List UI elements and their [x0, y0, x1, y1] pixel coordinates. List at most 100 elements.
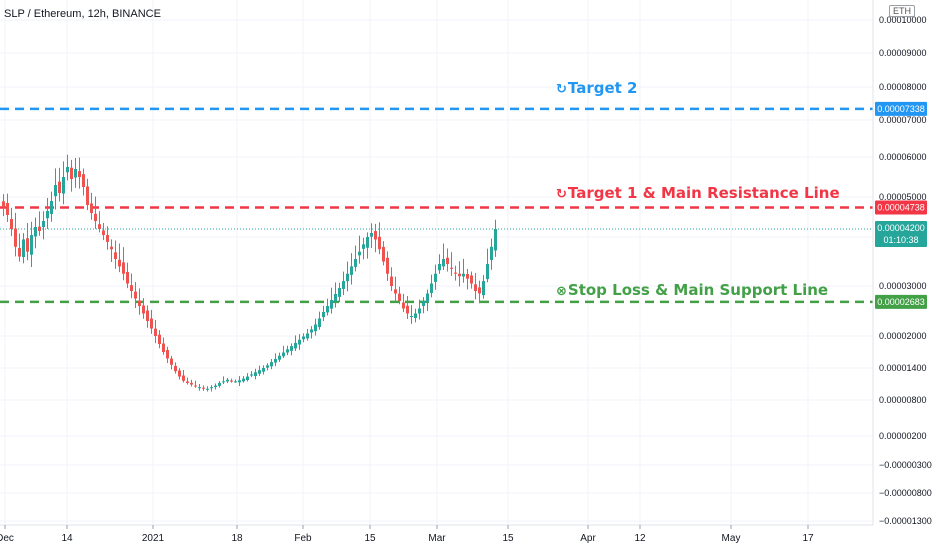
annotation-stop-loss: ⊗Stop Loss & Main Support Line: [556, 281, 828, 299]
candle-body: [194, 385, 197, 387]
candle-body: [482, 281, 485, 296]
candle-body: [286, 349, 289, 353]
candle-body: [134, 291, 137, 299]
candle-body: [318, 318, 321, 328]
candle-body: [486, 263, 489, 280]
candle-body: [94, 213, 97, 221]
x-tick-label: 2021: [142, 533, 165, 544]
candle-body: [6, 202, 9, 215]
level-price-tag: [875, 200, 927, 215]
candle-body: [226, 379, 229, 382]
candle-body: [74, 169, 77, 178]
candle-body: [14, 228, 17, 247]
y-tick-label: 0.00002000: [879, 331, 927, 341]
candle-body: [294, 342, 297, 349]
chart-grid: [0, 0, 873, 525]
candle-body: [366, 237, 369, 248]
candle-body: [186, 381, 189, 383]
candle-body: [418, 308, 421, 314]
candle-body: [170, 358, 173, 365]
candle-body: [242, 378, 245, 382]
candle-body: [282, 352, 285, 357]
candle-body: [10, 219, 13, 229]
candle-body: [46, 211, 49, 219]
candle-body: [62, 177, 65, 194]
candle-body: [342, 281, 345, 289]
x-tick-label: May: [722, 533, 741, 544]
candle-body: [150, 318, 153, 329]
candle-body: [390, 276, 393, 286]
currency-button[interactable]: ETH: [889, 5, 915, 17]
y-tick-label: 0.00007000: [879, 115, 927, 125]
current-price-tag: [875, 221, 927, 247]
candle-body: [190, 382, 193, 385]
chart-title: SLP / Ethereum, 12h, BINANCE: [4, 8, 161, 20]
candle-body: [258, 370, 261, 374]
candle-body: [118, 259, 121, 267]
x-tick-label: 18: [231, 533, 243, 544]
candle-body: [394, 289, 397, 294]
candle-body: [474, 284, 477, 291]
candle-body: [414, 313, 417, 319]
candle-body: [298, 339, 301, 345]
candle-body: [198, 387, 201, 389]
candle-body: [386, 257, 389, 274]
candle-body: [306, 333, 309, 339]
y-tick-label: −0.00000300: [879, 460, 932, 470]
candle-body: [162, 343, 165, 352]
candle-body: [446, 257, 449, 264]
candle-body: [338, 288, 341, 297]
cross-circle-icon: ⊗: [556, 284, 567, 299]
annotation-target-1: ↻Target 1 & Main Resistance Line: [556, 184, 840, 202]
candle-body: [490, 246, 493, 260]
y-tick-label: 0.00001400: [879, 363, 927, 373]
candle-body: [30, 235, 33, 255]
x-tick-label: 15: [364, 533, 376, 544]
candle-body: [142, 305, 145, 314]
candle-body: [182, 375, 185, 381]
candle-body: [354, 259, 357, 267]
candle-body: [362, 244, 365, 249]
candle-body: [358, 251, 361, 256]
y-tick-label: 0.00010000: [879, 15, 927, 25]
candle-body: [302, 336, 305, 340]
candle-body: [442, 259, 445, 267]
candle-body: [434, 273, 437, 282]
candle-body: [174, 365, 177, 372]
countdown-label: 01:10:38: [883, 235, 918, 245]
candle-body: [350, 266, 353, 275]
level-price-tag: [875, 101, 927, 116]
candle-body: [178, 370, 181, 377]
y-tick-label: −0.00001300: [879, 516, 932, 526]
candle-body: [38, 226, 41, 231]
candle-body: [34, 227, 37, 237]
candle-body: [262, 368, 265, 372]
candle-body: [278, 355, 281, 360]
candle-body: [466, 274, 469, 279]
candle-body: [82, 174, 85, 187]
candle-body: [42, 221, 45, 228]
x-tick-label: Apr: [580, 533, 596, 544]
x-tick-label: 15: [502, 533, 514, 544]
candle-body: [254, 372, 257, 377]
candle-body: [470, 275, 473, 284]
candle-body: [166, 350, 169, 359]
candle-body: [54, 185, 57, 197]
candle-body: [270, 362, 273, 367]
annotation-target-2: ↻Target 2: [556, 79, 637, 97]
candle-body: [202, 387, 205, 389]
candle-body: [334, 294, 337, 302]
candle-body: [326, 306, 329, 313]
y-tick-label: −0.00000800: [879, 488, 932, 498]
candle-body: [122, 262, 125, 274]
candle-body: [234, 381, 237, 383]
x-tick-label: Dec: [0, 533, 14, 544]
price-axis-bg: [873, 0, 932, 550]
candle-body: [22, 239, 25, 258]
candle-body: [230, 380, 233, 382]
y-tick-label: 0.00008000: [879, 82, 927, 92]
y-tick-label: 0.00009000: [879, 48, 927, 58]
candle-body: [426, 293, 429, 303]
refresh-icon: ↻: [556, 187, 567, 202]
